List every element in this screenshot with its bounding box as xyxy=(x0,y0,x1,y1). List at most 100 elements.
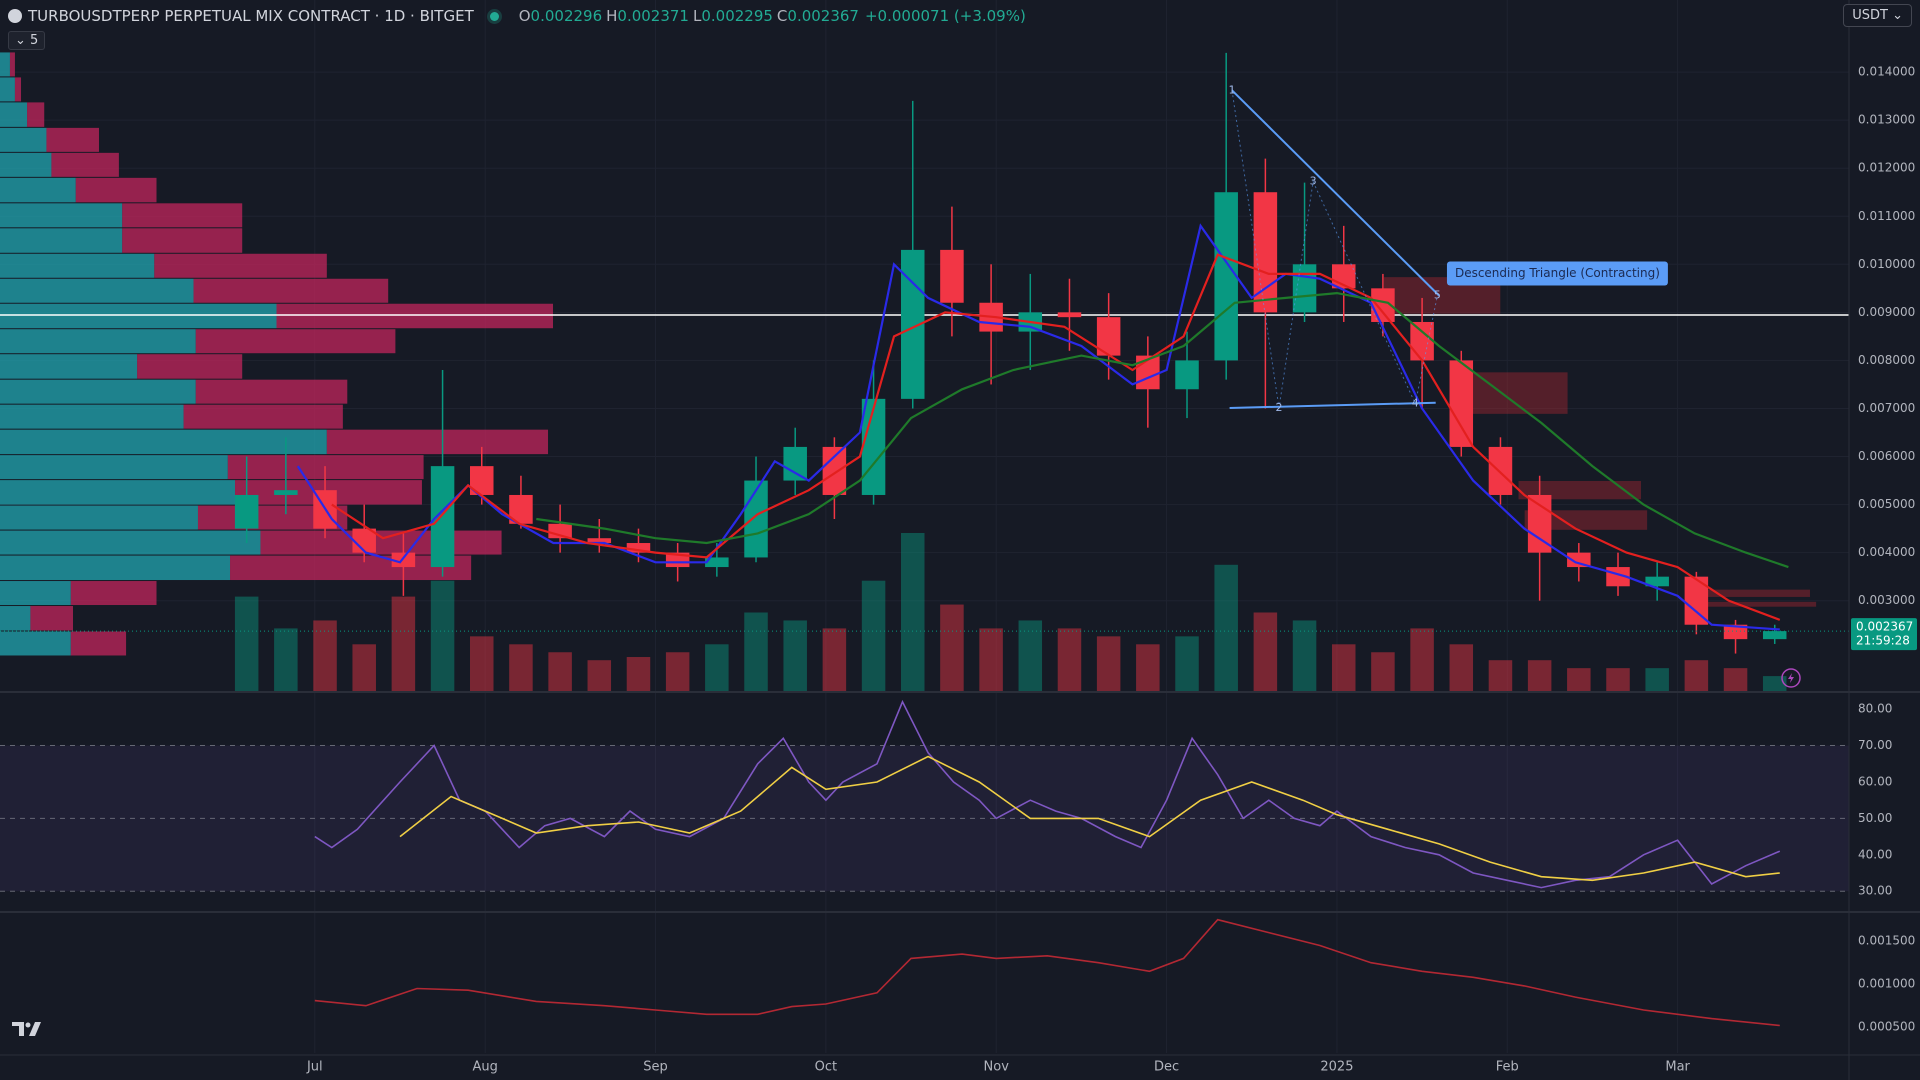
candle-body xyxy=(940,249,964,303)
profile-up-volume xyxy=(0,455,228,480)
y-tick-label: 0.010000 xyxy=(1858,257,1915,271)
volume-bar xyxy=(352,644,376,692)
volume-bar xyxy=(1645,668,1669,692)
profile-up-volume xyxy=(0,77,15,102)
profile-up-volume xyxy=(0,555,231,581)
y-tick-label: 0.001000 xyxy=(1858,977,1915,991)
candle-body xyxy=(1175,360,1199,390)
profile-up-volume xyxy=(0,329,196,354)
symbol-title[interactable]: TURBOUSDTPERP PERPETUAL MIX CONTRACT · 1… xyxy=(28,7,474,25)
candle-body xyxy=(1723,624,1748,640)
profile-up-volume xyxy=(0,278,194,303)
supply-zone xyxy=(1696,589,1810,597)
volume-bar xyxy=(1253,612,1278,692)
y-tick-label: 0.004000 xyxy=(1858,545,1915,559)
indicators-toggle[interactable]: ⌄ 5 xyxy=(8,31,46,50)
x-tick-label: Aug xyxy=(472,1060,497,1075)
volume-bar xyxy=(313,620,337,692)
profile-up-volume xyxy=(0,228,123,253)
profile-down-volume xyxy=(195,329,396,354)
pattern-point-label: 1 xyxy=(1228,83,1235,96)
ohlc-label: H xyxy=(606,7,618,25)
indicator-line xyxy=(399,755,1780,882)
profile-up-volume xyxy=(0,152,52,177)
volume-bar xyxy=(1606,668,1630,692)
volume-bar xyxy=(1018,620,1043,692)
triangle-line xyxy=(1229,401,1436,409)
triangle-line xyxy=(1231,89,1440,297)
profile-up-volume xyxy=(0,253,155,278)
profile-up-volume xyxy=(0,303,277,329)
volume-bar xyxy=(274,628,298,692)
volume-bar xyxy=(705,644,729,692)
profile-up-volume xyxy=(0,127,47,152)
volume-bar xyxy=(1684,660,1709,692)
y-tick-label: 0.013000 xyxy=(1858,113,1915,127)
x-tick-label: Feb xyxy=(1496,1060,1519,1075)
volume-bar xyxy=(1567,668,1591,692)
tradingview-logo xyxy=(12,1022,41,1036)
profile-down-volume xyxy=(27,102,45,127)
profile-down-volume xyxy=(46,127,99,152)
profile-up-volume xyxy=(0,606,31,631)
supply-zone xyxy=(1518,480,1642,500)
symbol-logo xyxy=(8,9,22,23)
currency-selector[interactable]: USDT ⌄ xyxy=(1843,4,1912,27)
volume-bar xyxy=(1096,636,1121,692)
price-axis-background xyxy=(1849,0,1920,1080)
volume-bar xyxy=(234,596,259,692)
pattern-point-label: 3 xyxy=(1310,175,1317,188)
ohlc-value: 0.002295 xyxy=(701,7,773,25)
volume-bar xyxy=(391,596,416,692)
pattern-point-label: 2 xyxy=(1276,401,1283,414)
pattern-point-label: 4 xyxy=(1412,397,1419,410)
candle-body xyxy=(1057,312,1082,318)
pattern-label: Descending Triangle (Contracting) xyxy=(1455,266,1660,280)
profile-down-volume xyxy=(183,404,343,429)
moving-average xyxy=(296,223,1780,631)
plot-layer: 1 2 3 4 5 Descending Triangle (Contracting) xyxy=(0,52,1849,1027)
profile-down-volume xyxy=(154,253,327,278)
profile-down-volume xyxy=(75,177,157,203)
candle-body xyxy=(1253,192,1278,313)
candle-body xyxy=(1762,631,1787,640)
profile-down-volume xyxy=(276,303,553,329)
volume-bar xyxy=(940,604,964,692)
alert-icon[interactable] xyxy=(1781,668,1801,688)
profile-down-volume xyxy=(70,631,127,656)
profile-down-volume xyxy=(14,77,22,102)
profile-down-volume xyxy=(326,429,549,455)
candle-body xyxy=(861,398,886,495)
market-status xyxy=(489,11,499,21)
volume-bar xyxy=(1214,564,1238,692)
y-tick-label: 0.000500 xyxy=(1858,1020,1915,1034)
y-tick-label: 40.00 xyxy=(1858,847,1892,861)
candle-body xyxy=(1214,192,1238,361)
x-tick-label: Dec xyxy=(1154,1060,1179,1075)
profile-down-volume xyxy=(70,581,157,606)
y-tick-label: 30.00 xyxy=(1858,884,1892,898)
pattern-label-box xyxy=(1446,261,1668,286)
volume-bar xyxy=(1762,676,1787,692)
ohlc-label: C xyxy=(776,7,788,25)
volume-bar xyxy=(1057,628,1082,692)
ohlc-label: L xyxy=(692,7,702,25)
y-tick-label: 0.007000 xyxy=(1858,401,1915,415)
candle-body xyxy=(1488,446,1513,495)
candle-body xyxy=(705,557,729,568)
last-price-label: 0.002367 xyxy=(1856,620,1913,634)
ohlc-value: 0.002367 xyxy=(787,7,859,25)
profile-up-volume xyxy=(0,505,198,530)
volume-bar xyxy=(1136,644,1160,692)
symbol-header: TURBOUSDTPERP PERPETUAL MIX CONTRACT · 1… xyxy=(8,6,1026,26)
candle-body xyxy=(1567,552,1591,568)
candle-body xyxy=(1292,264,1317,313)
profile-down-volume xyxy=(122,228,243,253)
volume-bar xyxy=(470,636,494,692)
candle-body xyxy=(1684,576,1709,625)
volume-bar xyxy=(1449,644,1474,692)
profile-up-volume xyxy=(0,581,71,606)
moving-average xyxy=(536,291,1789,569)
